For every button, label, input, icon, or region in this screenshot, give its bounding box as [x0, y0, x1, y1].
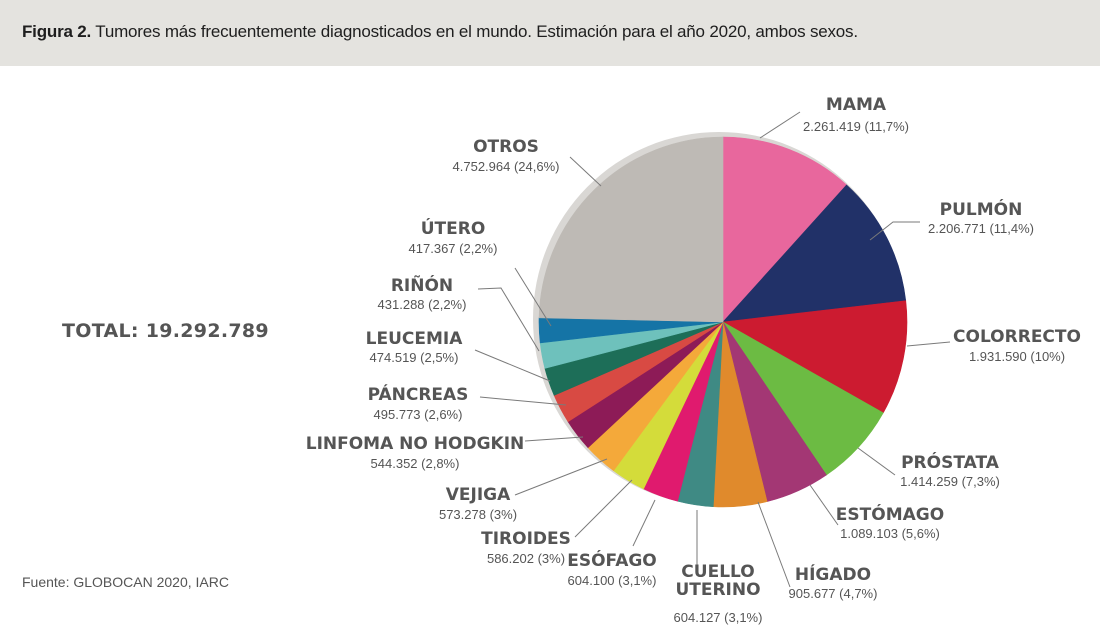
slice-name-label-12: LEUCEMIA [366, 329, 464, 349]
slice-value-label-0: 2.261.419 (11,7%) [803, 119, 909, 134]
slice-value-label-14: 417.367 (2,2%) [409, 241, 498, 256]
slice-value-label-6: 604.127 (3,1%) [674, 610, 763, 625]
leader-lines [474, 111, 951, 588]
pie-slice-1 [722, 184, 907, 323]
slice-name-label-9: VEJIGA [446, 485, 511, 505]
slice-value-label-9: 573.278 (3%) [439, 507, 517, 522]
slice-name-label-3: PRÓSTATA [901, 451, 1000, 473]
slice-name-label-10: LINFOMA NO HODGKIN [306, 434, 525, 454]
pie-slice-15 [538, 136, 724, 323]
leader-line-15 [569, 156, 602, 187]
slice-value-label-13: 431.288 (2,2%) [378, 297, 467, 312]
slice-name-label-8: TIROIDES [481, 529, 571, 549]
slice-name-label-15: OTROS [473, 137, 539, 157]
source-note: Fuente: GLOBOCAN 2020, IARC [22, 574, 229, 590]
leader-line-1 [869, 221, 920, 241]
leader-line-9 [514, 458, 608, 496]
leader-line-8 [574, 479, 633, 538]
slice-name-label-11: PÁNCREAS [368, 383, 469, 405]
slice-value-label-3: 1.414.259 (7,3%) [900, 474, 1000, 489]
pie-slice-2 [722, 300, 908, 414]
slice-name-label-1: PULMÓN [940, 198, 1023, 220]
slice-value-label-1: 2.206.771 (11,4%) [928, 221, 1034, 236]
slice-name-label-2: COLORRECTO [953, 327, 1081, 347]
figure-caption: Figura 2. Tumores más frecuentemente dia… [0, 0, 1100, 66]
slice-value-label-2: 1.931.590 (10%) [969, 349, 1065, 364]
figure-label: Figura 2. [22, 22, 92, 41]
leader-line-10 [524, 436, 584, 442]
slice-name-label-5: HÍGADO [795, 563, 871, 585]
slice-name-label-7: ESÓFAGO [567, 549, 657, 571]
slice-value-label-12: 474.519 (2,5%) [370, 350, 459, 365]
slice-value-label-10: 544.352 (2,8%) [371, 456, 460, 471]
leader-line-0 [759, 111, 801, 139]
figure-caption-text: Tumores más frecuentemente diagnosticado… [91, 22, 858, 41]
slice-value-label-11: 495.773 (2,6%) [374, 407, 463, 422]
slice-value-label-7: 604.100 (3,1%) [568, 573, 657, 588]
leader-line-4 [809, 484, 839, 526]
slice-value-label-8: 586.202 (3%) [487, 551, 565, 566]
leader-line-5 [757, 501, 791, 588]
leader-line-12 [474, 349, 551, 382]
leader-line-11 [479, 396, 567, 406]
slice-name-label-4: ESTÓMAGO [836, 503, 944, 525]
slice-value-label-5: 905.677 (4,7%) [789, 586, 878, 601]
slice-name-label-6: CUELLO UTERINO [675, 562, 760, 600]
slice-name-label-0: MAMA [826, 95, 887, 115]
pie-slice-0 [722, 136, 848, 323]
pie-slices [538, 136, 908, 508]
leader-line-2 [906, 341, 951, 347]
total-label: TOTAL: 19.292.789 [62, 320, 269, 342]
slice-name-label-13: RIÑÓN [391, 273, 453, 296]
leader-line-7 [632, 499, 656, 547]
leader-line-3 [857, 447, 896, 476]
slice-value-label-15: 4.752.964 (24,6%) [453, 159, 560, 174]
slice-name-label-14: ÚTERO [421, 217, 486, 239]
leader-line-14 [514, 267, 552, 327]
leader-line-13 [477, 287, 540, 352]
slice-value-label-4: 1.089.103 (5,6%) [840, 526, 940, 541]
